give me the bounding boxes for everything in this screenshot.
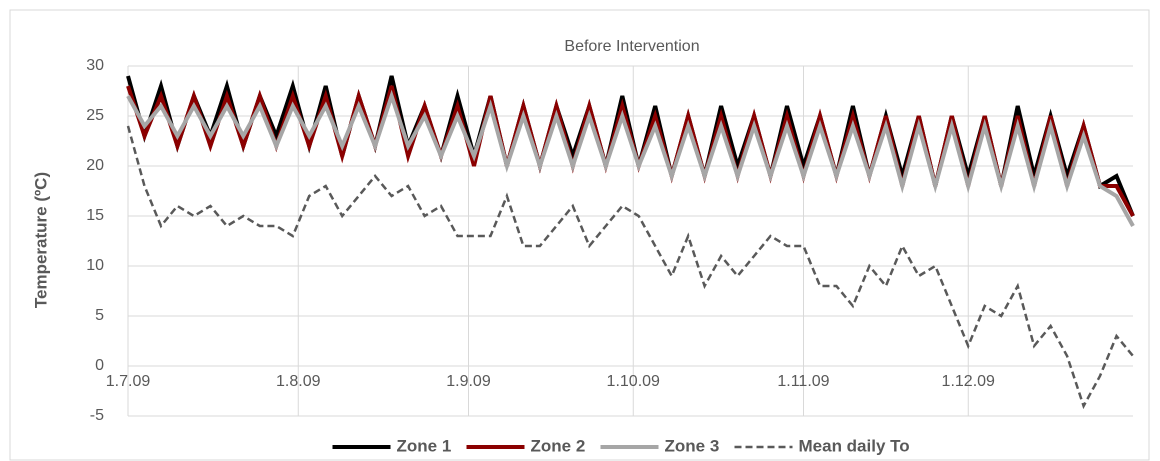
chart-border bbox=[9, 9, 1150, 461]
y-tick-label: 0 bbox=[95, 357, 104, 374]
x-tick-label: 1.8.09 bbox=[276, 373, 321, 390]
x-tick-label: 1.12.09 bbox=[942, 373, 995, 390]
legend-label: Zone 3 bbox=[665, 436, 720, 455]
y-axis-title: Temperature (ºC) bbox=[31, 172, 50, 308]
x-tick-label: 1.11.09 bbox=[777, 373, 829, 390]
legend-label: Zone 1 bbox=[397, 436, 452, 455]
series-line bbox=[126, 89, 1135, 227]
x-tick-label: 1.9.09 bbox=[446, 373, 491, 390]
y-tick-label: 25 bbox=[86, 107, 104, 124]
x-tick-label: 1.7.09 bbox=[106, 373, 151, 390]
y-tick-label: 30 bbox=[86, 57, 104, 74]
y-tick-label: 10 bbox=[86, 257, 104, 274]
series-line bbox=[126, 125, 1134, 410]
y-tick-label: -5 bbox=[90, 407, 104, 424]
legend-label: Mean daily To bbox=[799, 436, 910, 455]
y-tick-label: 15 bbox=[86, 207, 104, 224]
x-tick-label: 1.10.09 bbox=[607, 373, 660, 390]
chart-title: Before Intervention bbox=[564, 38, 699, 55]
y-tick-label: 20 bbox=[86, 157, 104, 174]
y-tick-label: 5 bbox=[95, 307, 104, 324]
legend-label: Zone 2 bbox=[531, 436, 586, 455]
